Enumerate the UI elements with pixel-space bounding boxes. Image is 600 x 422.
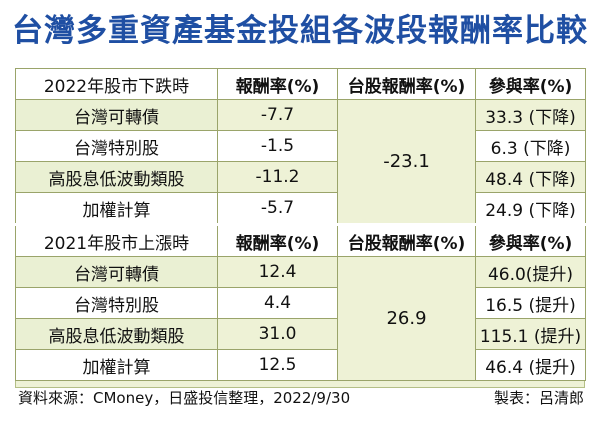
section1-participation-header: 參與率(%) bbox=[475, 68, 586, 100]
section2-tw-return-header: 台股報酬率(%) bbox=[337, 223, 476, 257]
footer: 資料來源：CMoney，日盛投信整理，2022/9/30 製表：呂清郎 bbox=[18, 386, 584, 410]
return-value: 4.4 bbox=[217, 287, 338, 319]
asset-name: 高股息低波動類股 bbox=[15, 318, 218, 350]
section2-participation-header: 參與率(%) bbox=[475, 223, 586, 257]
return-value: 12.5 bbox=[217, 349, 338, 381]
table-row: 高股息低波動類股 31.0 115.1 (提升) bbox=[15, 318, 586, 350]
return-value: -5.7 bbox=[217, 192, 338, 225]
participation-value: 6.3 (下降) bbox=[475, 130, 586, 162]
table-row: 台灣特別股 -1.5 6.3 (下降) bbox=[15, 130, 586, 162]
table-row: 加權計算 12.5 46.4 (提升) bbox=[15, 349, 586, 381]
asset-name: 加權計算 bbox=[15, 349, 218, 381]
table-row: 加權計算 -5.7 24.9 (下降) bbox=[15, 192, 586, 225]
participation-value: 46.4 (提升) bbox=[475, 349, 586, 381]
participation-value: 115.1 (提升) bbox=[475, 318, 586, 350]
asset-name: 台灣特別股 bbox=[15, 130, 218, 162]
asset-name: 台灣可轉債 bbox=[15, 99, 218, 131]
section1-header-row: 2022年股市下跌時 報酬率(%) 台股報酬率(%) 參與率(%) bbox=[15, 68, 586, 100]
asset-name: 台灣特別股 bbox=[15, 287, 218, 319]
asset-name: 高股息低波動類股 bbox=[15, 161, 218, 193]
participation-value: 46.0(提升) bbox=[475, 256, 586, 288]
return-value: -1.5 bbox=[217, 130, 338, 162]
return-value: 12.4 bbox=[217, 256, 338, 288]
section2-header-row: 2021年股市上漲時 報酬率(%) 台股報酬率(%) 參與率(%) bbox=[15, 223, 586, 257]
table-row: 台灣特別股 4.4 16.5 (提升) bbox=[15, 287, 586, 319]
page-title: 台灣多重資產基金投組各波段報酬率比較 bbox=[12, 13, 588, 49]
participation-value: 16.5 (提升) bbox=[475, 287, 586, 319]
section1-tw-return-header: 台股報酬率(%) bbox=[337, 68, 476, 100]
tw-return-value: 26.9 bbox=[337, 256, 476, 381]
section2-period-header: 2021年股市上漲時 bbox=[15, 223, 218, 257]
maker-credit: 製表：呂清郎 bbox=[493, 389, 584, 407]
source-note: 資料來源：CMoney，日盛投信整理，2022/9/30 bbox=[18, 389, 351, 407]
section1-return-header: 報酬率(%) bbox=[217, 68, 338, 100]
table-row: 高股息低波動類股 -11.2 48.4 (下降) bbox=[15, 161, 586, 193]
comparison-table: 2022年股市下跌時 報酬率(%) 台股報酬率(%) 參與率(%) 台灣可轉債 … bbox=[15, 68, 586, 381]
section1-period-header: 2022年股市下跌時 bbox=[15, 68, 218, 100]
table-row: 台灣可轉債 -7.7 -23.1 33.3 (下降) bbox=[15, 99, 586, 225]
participation-value: 24.9 (下降) bbox=[475, 192, 586, 225]
asset-name: 台灣可轉債 bbox=[15, 256, 218, 288]
participation-value: 48.4 (下降) bbox=[475, 161, 586, 193]
asset-name: 加權計算 bbox=[15, 192, 218, 225]
return-value: 31.0 bbox=[217, 318, 338, 350]
return-value: -7.7 bbox=[217, 99, 338, 131]
participation-value: 33.3 (下降) bbox=[475, 99, 586, 131]
return-value: -11.2 bbox=[217, 161, 338, 193]
section2-return-header: 報酬率(%) bbox=[217, 223, 338, 257]
table-row: 台灣可轉債 12.4 26.9 46.0(提升) bbox=[15, 256, 586, 381]
tw-return-value: -23.1 bbox=[337, 99, 476, 225]
